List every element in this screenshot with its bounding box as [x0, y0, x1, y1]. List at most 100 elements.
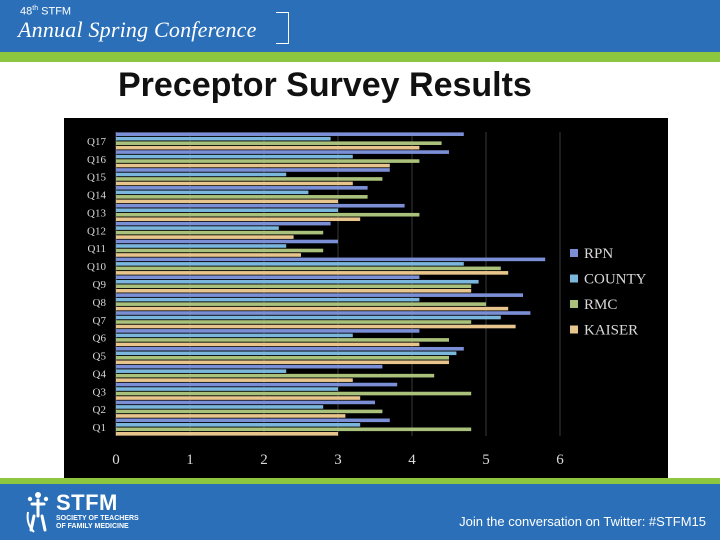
bar-rmc-q14	[116, 195, 368, 199]
bar-rpn-q6	[116, 329, 420, 333]
y-axis-labels: Q1 Q2 Q3 Q4 Q5 Q6 Q7 Q8 Q9 Q10 Q11 Q12 Q13 Q14 Q15 Q16 Q…	[87, 136, 106, 434]
bar-kaiser-q1	[116, 432, 338, 436]
slide-title: Preceptor Survey Results	[118, 66, 532, 104]
edition-suffix: th	[32, 5, 39, 12]
legend-label: KAISER	[584, 323, 638, 339]
legend-swatch	[570, 249, 578, 257]
bar-county-q4	[116, 369, 287, 373]
y-tick-label: Q1	[93, 422, 106, 434]
bar-rpn-q10	[116, 257, 546, 262]
bar-rpn-q5	[116, 346, 464, 351]
bar-rpn-q14	[116, 186, 368, 190]
legend-swatch	[570, 325, 578, 334]
bar-rpn-q8	[116, 293, 523, 297]
y-tick-label: Q13	[87, 207, 106, 219]
y-tick-label: Q7	[93, 315, 107, 327]
bar-chart: Q1 Q2 Q3 Q4 Q5 Q6 Q7 Q8 Q9 Q10 Q11 Q12 Q13 Q14 Q15 Q16 Q…	[87, 132, 647, 468]
bar-rmc-q2	[116, 409, 383, 414]
y-tick-label: Q6	[93, 333, 107, 345]
bar-rmc-q10	[116, 266, 501, 271]
y-tick-label: Q10	[87, 261, 106, 273]
bar-rpn-q11	[116, 239, 338, 244]
bar-rpn-q1	[116, 418, 390, 423]
bar-kaiser-q7	[116, 324, 516, 329]
x-axis-labels: 0 1 2 3 4 5 6	[112, 452, 564, 468]
bar-rmc-q4	[116, 373, 435, 378]
bar-rmc-q7	[116, 320, 472, 324]
bar-kaiser-q2	[116, 414, 346, 418]
footer-banner: STFM SOCIETY OF TEACHERS OF FAMILY MEDIC…	[0, 484, 720, 540]
bar-rmc-q5	[116, 355, 449, 360]
bar-county-q5	[116, 351, 457, 356]
bar-rmc-q9	[116, 284, 472, 289]
bar-county-q7	[116, 315, 501, 320]
bar-rpn-q16	[116, 150, 449, 154]
bar-rmc-q16	[116, 159, 420, 163]
legend-label: RMC	[584, 297, 617, 313]
bar-rmc-q3	[116, 391, 472, 396]
legend-label: RPN	[584, 246, 613, 262]
legend-label: COUNTY	[584, 272, 647, 288]
bar-county-q9	[116, 279, 479, 284]
bar-rpn-q12	[116, 221, 331, 226]
y-tick-label: Q14	[87, 190, 106, 202]
y-tick-label: Q16	[87, 154, 106, 166]
bar-rmc-q13	[116, 212, 420, 217]
x-tick-label: 2	[260, 452, 268, 468]
edition-org: STFM	[41, 5, 72, 18]
y-tick-label: Q12	[87, 225, 106, 237]
bar-kaiser-q11	[116, 253, 301, 257]
bar-rmc-q6	[116, 338, 449, 342]
y-tick-label: Q8	[93, 297, 107, 309]
bar-county-q8	[116, 297, 420, 302]
conference-title: Annual Spring Conference	[18, 17, 257, 42]
chart-legend: RPN COUNTY RMC KAISER	[570, 246, 647, 339]
stfm-logo-text: STFM	[56, 490, 118, 515]
bar-kaiser-q3	[116, 396, 361, 400]
bar-rmc-q15	[116, 177, 383, 181]
bar-kaiser-q5	[116, 360, 449, 365]
bar-rpn-q2	[116, 400, 375, 405]
bar-rmc-q17	[116, 141, 442, 145]
y-tick-label: Q11	[87, 243, 106, 255]
bar-kaiser-q9	[116, 288, 472, 293]
bar-kaiser-q16	[116, 163, 390, 168]
bar-rpn-q7	[116, 311, 531, 315]
bar-county-q3	[116, 387, 338, 391]
legend-swatch	[570, 274, 578, 283]
conference-edition: 48th STFM	[20, 5, 71, 18]
bar-kaiser-q14	[116, 199, 338, 204]
bar-rpn-q15	[116, 168, 390, 172]
bar-kaiser-q15	[116, 181, 353, 186]
header-banner: 48th STFM Annual Spring Conference	[0, 0, 720, 62]
bar-county-q16	[116, 154, 353, 159]
stfm-logo-subtitle: SOCIETY OF TEACHERS OF FAMILY MEDICINE	[56, 515, 139, 530]
x-tick-label: 5	[482, 452, 490, 468]
bars-layer	[116, 132, 546, 436]
y-tick-label: Q5	[93, 351, 107, 363]
bar-rmc-q12	[116, 230, 324, 235]
y-tick-label: Q4	[93, 368, 107, 380]
bar-rpn-q4	[116, 364, 383, 369]
bar-rpn-q13	[116, 203, 405, 208]
bar-county-q1	[116, 423, 361, 427]
bar-kaiser-q17	[116, 145, 420, 150]
bar-rmc-q1	[116, 427, 472, 432]
bar-rpn-q9	[116, 275, 420, 280]
bar-rpn-q17	[116, 132, 464, 136]
bar-kaiser-q6	[116, 342, 420, 347]
bar-county-q2	[116, 405, 324, 409]
stfm-logo-icon	[26, 492, 49, 533]
bar-rmc-q11	[116, 248, 324, 253]
x-tick-label: 0	[112, 452, 120, 468]
x-tick-label: 1	[186, 452, 194, 468]
bar-county-q14	[116, 190, 309, 195]
bar-county-q13	[116, 208, 338, 213]
y-tick-label: Q2	[93, 404, 106, 416]
bar-kaiser-q10	[116, 271, 509, 275]
twitter-callout: Join the conversation on Twitter: #STFM1…	[459, 514, 706, 529]
bar-county-q15	[116, 172, 287, 177]
footer-accent-stripe	[0, 478, 720, 484]
bar-county-q12	[116, 226, 279, 230]
bar-county-q17	[116, 136, 331, 141]
